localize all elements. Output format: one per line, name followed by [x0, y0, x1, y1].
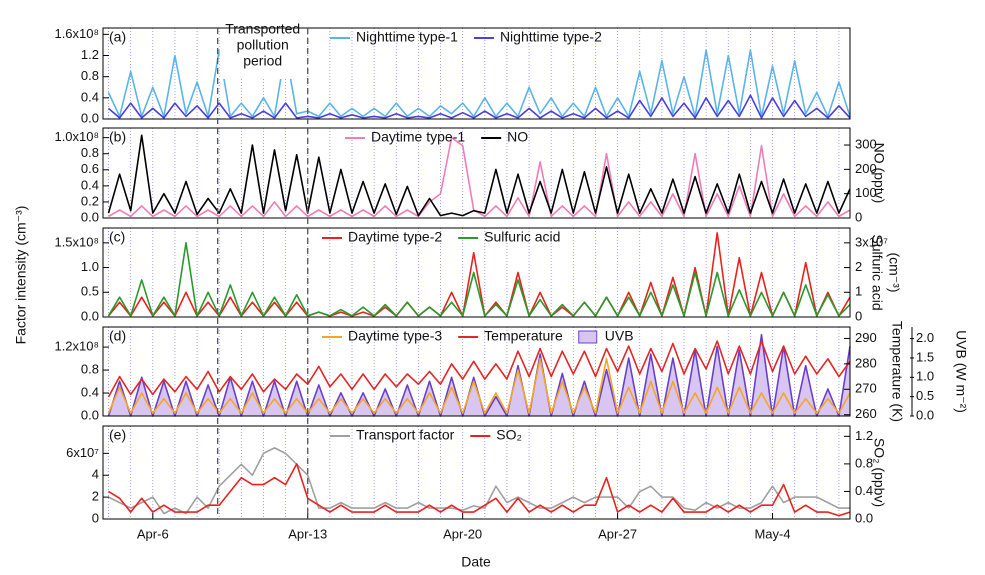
y-tick-label: 0.6 — [81, 161, 99, 176]
y-tick-label: 0.4 — [81, 89, 99, 104]
y2-tick-label: 0 — [855, 308, 862, 323]
y2-tick-label: 200 — [855, 161, 877, 176]
y-tick-label: 0 — [92, 510, 99, 525]
legend-label: Temperature — [484, 328, 563, 344]
legend-label: Daytime type-2 — [348, 229, 442, 245]
y2-tick-label: 260 — [855, 406, 877, 421]
y-tick-label: 0.0 — [81, 308, 99, 323]
panel-frame — [102, 326, 851, 417]
panel-frame — [102, 27, 851, 120]
y3-tick-label: 2.0 — [916, 330, 934, 345]
y-tick-label: 4 — [92, 467, 99, 482]
line — [108, 447, 850, 515]
x-tick-label: May-4 — [754, 526, 790, 541]
y2-tick-label: 0.0 — [855, 510, 873, 525]
y2-tick-label: 0.4 — [855, 483, 873, 498]
panel-frame — [102, 227, 851, 318]
annotation: Transported — [225, 21, 300, 37]
y2-tick-label: 1.2 — [855, 428, 873, 443]
line — [107, 357, 851, 414]
y2-tick-label: 280 — [855, 355, 877, 370]
y3-axis-label: UVB (W m⁻²) — [953, 330, 969, 413]
legend-label: UVB — [605, 328, 634, 344]
legend-swatch — [578, 330, 598, 344]
legend-label: NO — [507, 129, 528, 145]
y-tick-label: 2 — [92, 489, 99, 504]
annotation: pollution — [237, 37, 289, 53]
y2-axis-label: NO (pptv) — [871, 143, 887, 204]
legend-label: Sulfuric acid — [484, 229, 560, 245]
y2-tick-label: 2 — [855, 259, 862, 274]
line — [107, 232, 851, 317]
y-tick-label: 1.2x10⁸ — [54, 339, 99, 354]
y-tick-label: 0.0 — [81, 209, 99, 224]
y-tick-label: 0.8 — [81, 145, 99, 160]
y3-tick-label: 1.5 — [916, 349, 934, 364]
line — [108, 136, 851, 218]
panel-label: (d) — [109, 328, 126, 344]
y-tick-label: 0.8 — [81, 68, 99, 83]
line — [107, 242, 851, 317]
y2-tick-label: 0 — [855, 209, 862, 224]
annotation-bg — [219, 29, 306, 79]
legend-label: Nighttime type-2 — [500, 29, 602, 45]
y-tick-label: 0.5 — [81, 284, 99, 299]
legend-label: Daytime type-1 — [371, 129, 465, 145]
x-tick-label: Apr-27 — [598, 526, 637, 541]
y3-tick-label: 0.5 — [916, 388, 934, 403]
y2-tick-label: 0.8 — [855, 455, 873, 470]
y2-axis-label: Sulfuric acid — [869, 234, 885, 310]
line — [107, 94, 851, 119]
legend-label: Nighttime type-1 — [356, 29, 458, 45]
y-tick-label: 0.0 — [81, 407, 99, 422]
x-tick-label: Apr-6 — [137, 526, 169, 541]
legend-label: Transport factor — [356, 427, 455, 443]
y-tick-label: 0.8 — [81, 362, 99, 377]
line — [107, 134, 851, 217]
y2-tick-label: 100 — [855, 185, 877, 200]
y-tick-label: 1.5x10⁸ — [54, 234, 99, 249]
panel-label: (b) — [109, 129, 126, 145]
line — [107, 340, 851, 398]
y2-tick-label: 3x10⁷ — [855, 234, 888, 249]
y2-tick-label: 270 — [855, 381, 877, 396]
legend-label: SO₂ — [496, 427, 522, 443]
line — [108, 463, 851, 517]
y-axis-label: Factor intensity (cm⁻³) — [13, 206, 29, 345]
y2-tick-label: 300 — [855, 136, 877, 151]
y2-axis-label: (cm⁻³) — [886, 252, 902, 292]
y-tick-label: 0.2 — [81, 193, 99, 208]
y-tick-label: 0.0 — [81, 110, 99, 125]
y-tick-label: 0.4 — [81, 384, 99, 399]
area — [108, 334, 850, 416]
y-tick-label: 1.6x10⁸ — [54, 26, 99, 41]
y2-axis-label: SO₂ (ppbv) — [871, 438, 887, 507]
y2-axis-label: Temperature (K) — [889, 321, 905, 422]
y-tick-label: 1.0x10⁸ — [54, 129, 99, 144]
annotation: period — [243, 53, 282, 69]
x-tick-label: Apr-13 — [288, 526, 327, 541]
panel-label: (a) — [109, 29, 126, 45]
y-tick-label: 0.4 — [81, 177, 99, 192]
panel-label: (c) — [109, 229, 125, 245]
line — [107, 49, 851, 118]
x-tick-label: Apr-20 — [443, 526, 482, 541]
y3-tick-label: 0.0 — [916, 407, 934, 422]
panel-label: (e) — [109, 427, 126, 443]
y-tick-label: 1.2 — [81, 47, 99, 62]
x-axis-label: Date — [461, 554, 491, 570]
y2-tick-label: 290 — [855, 330, 877, 345]
y2-tick-label: 1 — [855, 284, 862, 299]
y-tick-label: 6x10⁷ — [66, 445, 99, 460]
y-tick-label: 1.0 — [81, 259, 99, 274]
y3-tick-label: 1.0 — [916, 369, 934, 384]
panel-frame — [102, 425, 851, 520]
panel-frame — [102, 127, 851, 219]
legend-label: Daytime type-3 — [348, 328, 442, 344]
